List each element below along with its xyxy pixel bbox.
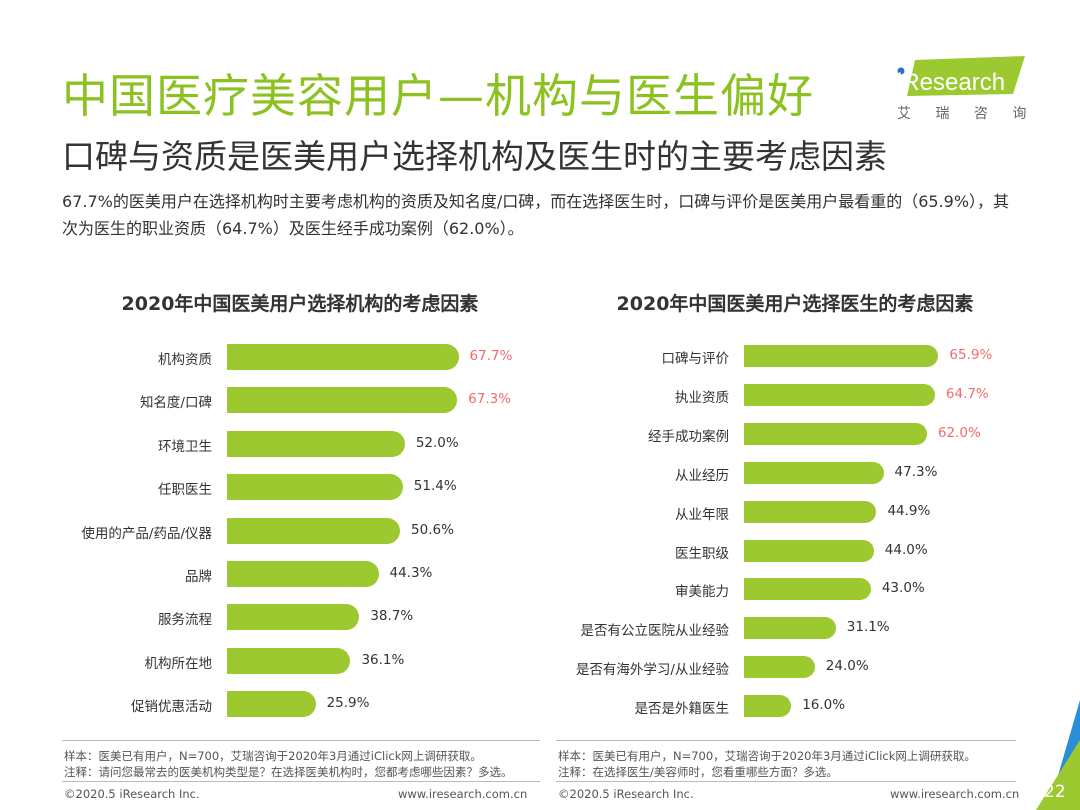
data-label: 65.9% <box>949 347 993 363</box>
bar <box>227 387 458 414</box>
data-label: 44.9% <box>887 502 931 519</box>
category-label: 口碑与评价 <box>661 351 730 367</box>
divider <box>62 781 540 782</box>
category-label: 是否是外籍医生 <box>634 701 730 718</box>
data-label: 31.1% <box>846 619 890 636</box>
bar <box>744 345 939 367</box>
right-sample-note: 样本：医美已有用户，N=700，艾瑞咨询于2020年3月通过iClick网上调研… <box>558 749 976 763</box>
bar <box>227 344 459 370</box>
category-label: 经手成功案例 <box>648 428 729 445</box>
bar <box>744 383 935 406</box>
iresearch-logo: iResearch 艾 瑞 咨 询 <box>893 56 1033 126</box>
data-label: 62.0% <box>937 424 981 441</box>
bar <box>227 604 360 631</box>
data-label: 44.3% <box>389 565 433 581</box>
right-question-note: 注释：在选择医生/美容师时，您看重哪些方面？多选。 <box>558 765 838 779</box>
category-label: 审美能力 <box>675 584 729 601</box>
category-label: 服务流程 <box>158 612 212 629</box>
left-question-note: 注释：请问您最常去的医美机构类型是？在选择医美机构时，您都考虑哪些因素？多选。 <box>64 765 513 779</box>
bar <box>744 695 792 718</box>
category-label: 品牌 <box>185 569 212 585</box>
url-right: www.iresearch.com.cn <box>890 787 1020 801</box>
data-label: 52.0% <box>415 434 459 451</box>
data-label: 50.6% <box>411 521 454 538</box>
data-label: 43.0% <box>881 580 925 597</box>
category-label: 执业资质 <box>675 389 729 406</box>
logo-text: iResearch <box>897 69 1005 96</box>
left-sample-note: 样本：医美已有用户，N=700，艾瑞咨询于2020年3月通过iClick网上调研… <box>64 749 482 763</box>
category-label: 使用的产品/药品/仪器 <box>81 525 212 542</box>
data-label: 47.3% <box>894 463 938 480</box>
category-label: 机构资质 <box>158 352 212 368</box>
category-label: 医生职级 <box>675 545 729 562</box>
data-label: 44.0% <box>884 541 928 558</box>
copyright-right: ©2020.5 iResearch Inc. <box>558 787 694 801</box>
page-title: 中国医疗美容用户—机构与医生偏好 <box>62 69 814 123</box>
bar <box>227 430 405 457</box>
bar <box>227 517 401 544</box>
bar <box>744 461 884 484</box>
bar <box>227 691 316 718</box>
category-label: 知名度/口碑 <box>139 395 212 412</box>
divider <box>556 781 1016 782</box>
category-label: 是否有公立医院从业经验 <box>580 623 730 640</box>
data-label: 67.7% <box>469 348 513 364</box>
category-label: 是否有海外学习/从业经验 <box>575 662 729 679</box>
data-label: 16.0% <box>802 697 846 714</box>
bar <box>227 561 379 587</box>
category-label: 促销优惠活动 <box>131 699 212 716</box>
page-number: 22 <box>1044 782 1066 802</box>
category-label: 任职医生 <box>158 482 212 499</box>
data-label: 24.0% <box>825 658 869 675</box>
bar <box>744 539 874 562</box>
url-left: www.iresearch.com.cn <box>398 787 528 801</box>
description: 67.7%的医美用户在选择机构时主要考虑机构的资质及知名度/口碑，而在选择医生时… <box>62 192 1010 238</box>
category-label: 环境卫生 <box>158 438 212 455</box>
left-chart-title: 2020年中国医美用户选择机构的考虑因素 <box>121 293 479 315</box>
bar <box>744 656 815 679</box>
data-label: 67.3% <box>468 391 512 408</box>
right-chart-title: 2020年中国医美用户选择医生的考虑因素 <box>616 293 974 315</box>
category-label: 机构所在地 <box>144 655 213 672</box>
page-corner-decoration <box>1028 700 1080 810</box>
bar <box>744 578 871 601</box>
bar <box>744 617 836 640</box>
bar <box>227 647 351 674</box>
logo-cn: 艾 瑞 咨 询 <box>897 106 1033 122</box>
bar <box>227 474 403 501</box>
bar <box>744 500 877 523</box>
category-label: 从业经历 <box>675 467 729 484</box>
page-subtitle: 口碑与资质是医美用户选择机构及医生时的主要考虑因素 <box>62 137 887 176</box>
category-label: 从业年限 <box>675 506 729 523</box>
data-label: 25.9% <box>326 695 370 712</box>
bar <box>744 422 927 445</box>
data-label: 38.7% <box>370 608 414 625</box>
data-label: 51.4% <box>413 478 457 495</box>
copyright-left: ©2020.5 iResearch Inc. <box>64 787 200 801</box>
data-label: 36.1% <box>361 651 405 668</box>
divider <box>556 740 1016 741</box>
divider <box>62 740 540 741</box>
data-label: 64.7% <box>945 385 989 402</box>
